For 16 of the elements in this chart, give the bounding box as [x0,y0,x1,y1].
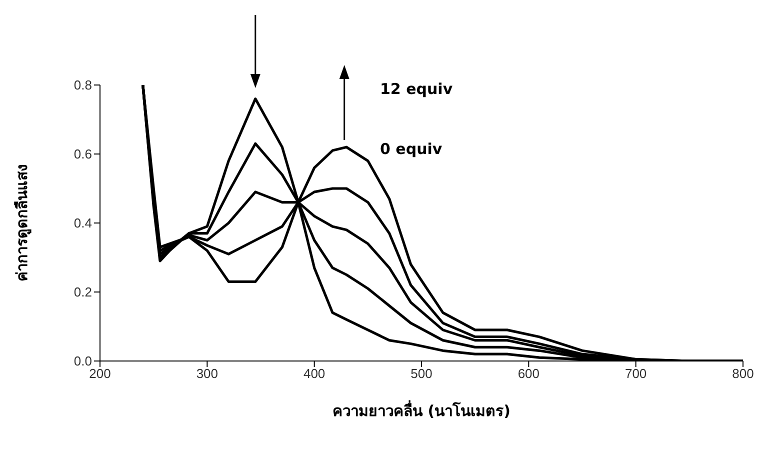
annotation: 12 equiv [380,80,453,98]
y-axis-title: ค่าการดูดกลืนแสง [12,164,32,282]
y-tick-label: 0.4 [74,216,92,231]
x-tick-label: 600 [518,366,540,382]
x-tick-label: 800 [732,366,754,382]
y-tick-label: 0.8 [74,78,92,93]
y-tick-label: 0.0 [74,354,92,369]
annotation: 0 equiv [380,140,442,158]
x-tick-label: 400 [303,366,326,382]
x-axis-title: ความยาวคลื่น (นาโนเมตร) [332,399,512,422]
x-tick-label: 200 [89,366,111,382]
x-tick-label: 500 [410,366,432,382]
x-tick-label: 700 [624,366,647,382]
y-tick-label: 0.2 [74,284,92,300]
x-tick-label: 300 [196,366,218,382]
y-tick-label: 0.6 [74,146,92,162]
